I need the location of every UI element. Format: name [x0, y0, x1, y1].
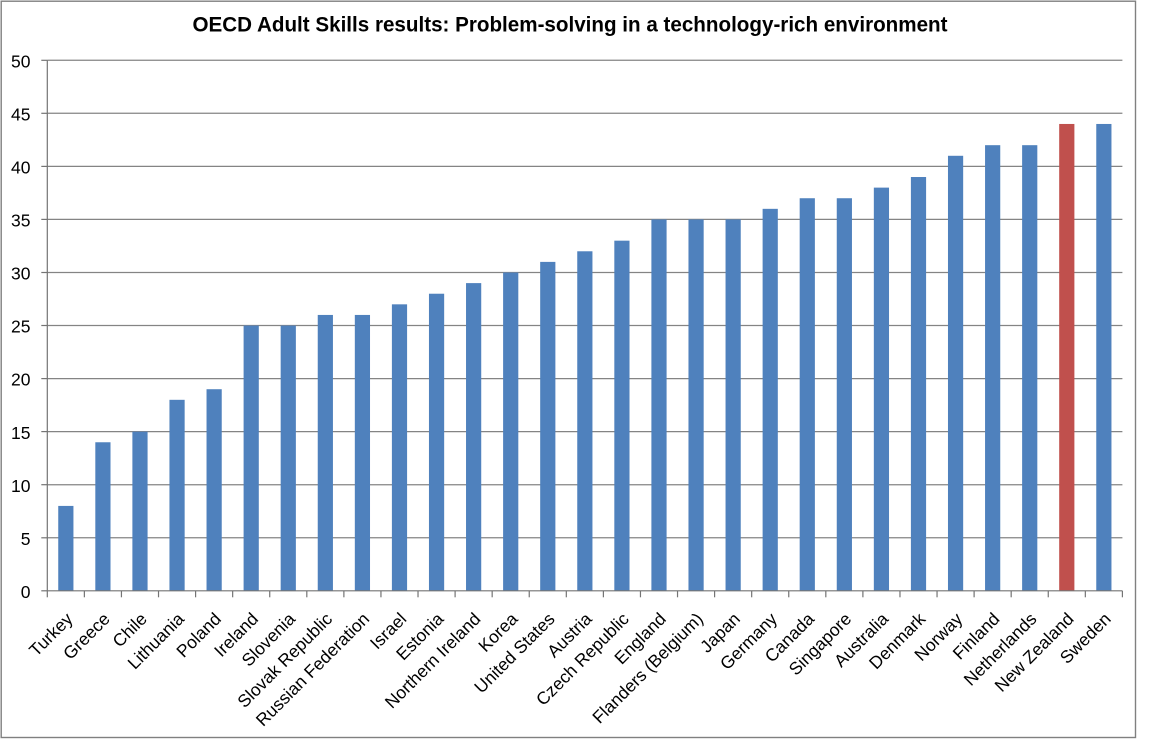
- svg-text:10: 10: [11, 476, 31, 496]
- svg-text:5: 5: [21, 529, 31, 549]
- svg-text:0: 0: [21, 582, 31, 602]
- svg-text:20: 20: [11, 370, 31, 390]
- svg-text:45: 45: [11, 104, 30, 124]
- svg-text:25: 25: [11, 317, 30, 337]
- svg-text:35: 35: [11, 211, 30, 231]
- svg-text:15: 15: [11, 423, 30, 443]
- svg-text:40: 40: [11, 158, 31, 178]
- svg-text:50: 50: [11, 51, 31, 71]
- svg-text:OECD Adult Skills results: Pro: OECD Adult Skills results: Problem-solvi…: [193, 14, 948, 37]
- svg-text:30: 30: [11, 264, 31, 284]
